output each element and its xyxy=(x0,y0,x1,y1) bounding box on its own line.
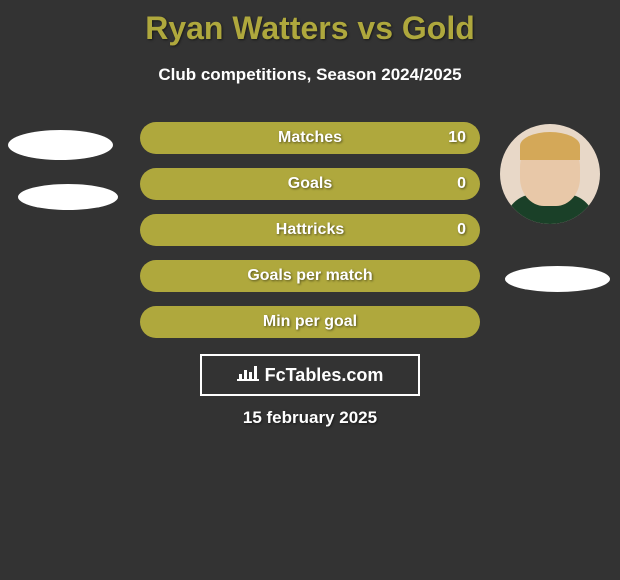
player-left-placeholder-1 xyxy=(8,130,113,160)
stats-bars: Matches 10 Goals 0 Hattricks 0 Goals per… xyxy=(140,122,480,352)
stat-label: Matches xyxy=(278,129,342,147)
stat-bar-goals: Goals 0 xyxy=(140,168,480,200)
brand-box[interactable]: FcTables.com xyxy=(200,354,420,396)
player-right-placeholder xyxy=(505,266,610,292)
stat-value: 0 xyxy=(457,175,466,193)
chart-icon xyxy=(237,364,259,387)
stat-label: Min per goal xyxy=(263,313,357,331)
comparison-date: 15 february 2025 xyxy=(0,408,620,428)
stat-value: 0 xyxy=(457,221,466,239)
player-right-avatar xyxy=(500,124,600,224)
stat-bar-goals-per-match: Goals per match xyxy=(140,260,480,292)
stat-bar-hattricks: Hattricks 0 xyxy=(140,214,480,246)
stat-label: Goals per match xyxy=(247,267,372,285)
stat-bar-matches: Matches 10 xyxy=(140,122,480,154)
stat-label: Goals xyxy=(288,175,332,193)
player-left-placeholder-2 xyxy=(18,184,118,210)
comparison-subtitle: Club competitions, Season 2024/2025 xyxy=(0,65,620,85)
comparison-title: Ryan Watters vs Gold xyxy=(0,0,620,47)
brand-text: FcTables.com xyxy=(265,365,384,386)
stat-bar-min-per-goal: Min per goal xyxy=(140,306,480,338)
stat-value: 10 xyxy=(448,129,466,147)
avatar-image xyxy=(500,124,600,224)
stat-label: Hattricks xyxy=(276,221,344,239)
